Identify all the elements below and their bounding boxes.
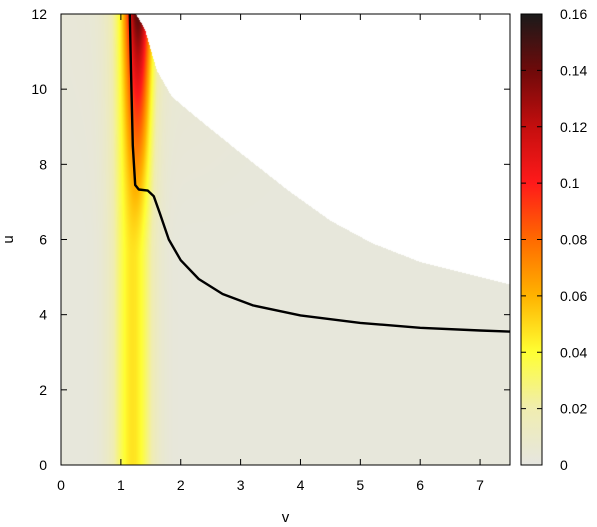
y-tick-label: 8 xyxy=(39,156,47,172)
colorbar-tick-label: 0.06 xyxy=(560,288,587,304)
curve-line xyxy=(128,14,510,333)
y-tick-label: 10 xyxy=(31,81,47,97)
x-tick-label: 6 xyxy=(416,477,424,493)
y-tick-label: 0 xyxy=(39,457,47,473)
colorbar-tick-label: 0.16 xyxy=(560,6,587,22)
colorbar-tick-label: 0.1 xyxy=(560,175,580,191)
x-axis-label: v xyxy=(282,509,290,526)
plot-area xyxy=(61,14,510,465)
colorbar-tick-label: 0.12 xyxy=(560,119,587,135)
heatmap-field xyxy=(61,14,510,465)
y-tick-label: 4 xyxy=(39,307,47,323)
x-tick-label: 2 xyxy=(177,477,185,493)
y-tick-label: 2 xyxy=(39,382,47,398)
x-tick-label: 1 xyxy=(117,477,125,493)
x-tick-label: 4 xyxy=(297,477,305,493)
x-tick-label: 7 xyxy=(476,477,484,493)
y-tick-label: 12 xyxy=(31,6,47,22)
x-tick-label: 5 xyxy=(356,477,364,493)
colorbar-tick-label: 0.14 xyxy=(560,62,587,78)
y-tick-label: 6 xyxy=(39,232,47,248)
colorbar: 0 0.02 0.04 0.06 0.08 0.1 0.12 0.14 0.16 xyxy=(520,6,587,473)
x-tick-label: 0 xyxy=(57,477,65,493)
y-axis-label: u xyxy=(0,235,17,243)
colorbar-tick-label: 0 xyxy=(560,457,568,473)
x-tick-label: 3 xyxy=(237,477,245,493)
colorbar-tick-label: 0.02 xyxy=(560,401,587,417)
colorbar-tick-label: 0.04 xyxy=(560,344,587,360)
colorbar-tick-label: 0.08 xyxy=(560,232,587,248)
